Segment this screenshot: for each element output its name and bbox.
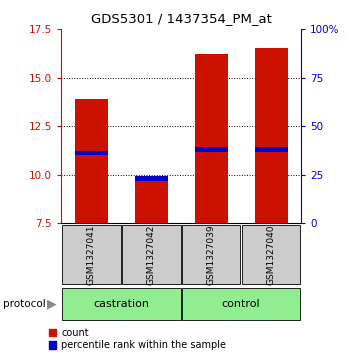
Bar	[122, 225, 181, 284]
Bar	[75, 151, 108, 155]
Bar	[254, 147, 287, 152]
Text: GSM1327040: GSM1327040	[267, 224, 275, 285]
Text: ▶: ▶	[47, 298, 57, 310]
Bar	[195, 147, 228, 152]
Bar	[135, 182, 168, 223]
Title: GDS5301 / 1437354_PM_at: GDS5301 / 1437354_PM_at	[91, 12, 272, 25]
Bar	[195, 54, 228, 223]
Text: protocol: protocol	[4, 299, 46, 309]
Text: GSM1327041: GSM1327041	[87, 224, 96, 285]
Bar	[75, 99, 108, 223]
Bar	[241, 225, 300, 284]
Text: control: control	[222, 299, 260, 309]
Legend: count, percentile rank within the sample: count, percentile rank within the sample	[49, 328, 226, 350]
Text: GSM1327039: GSM1327039	[206, 224, 216, 285]
Bar	[62, 289, 181, 319]
Bar	[182, 289, 300, 319]
Bar	[182, 225, 240, 284]
Bar	[254, 48, 287, 223]
Bar	[62, 225, 121, 284]
Text: GSM1327042: GSM1327042	[147, 224, 156, 285]
Text: castration: castration	[93, 299, 149, 309]
Bar	[135, 176, 168, 181]
